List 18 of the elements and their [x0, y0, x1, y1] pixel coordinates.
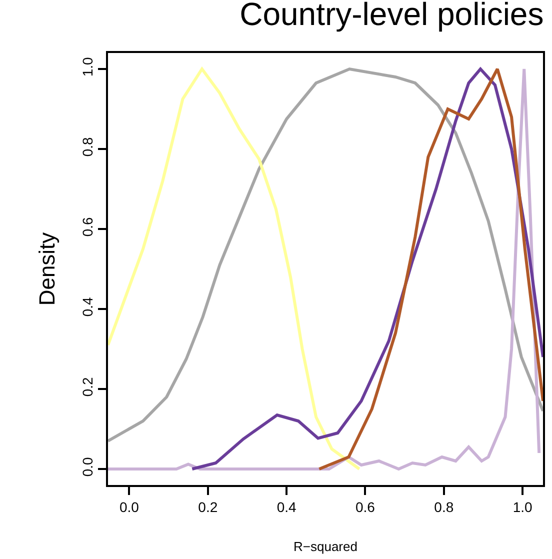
y-tick-label: 0.8 [79, 136, 96, 157]
x-tick-label: 0.8 [434, 498, 454, 515]
y-tick-label: 0.6 [79, 216, 96, 237]
x-tick-label: 0.2 [198, 498, 218, 515]
y-tick-label: 0.4 [79, 296, 96, 317]
line-series [318, 68, 543, 470]
y-tick-label: 0.0 [79, 456, 96, 477]
x-tick-label: 1.0 [512, 498, 532, 515]
x-tick-label: 0.4 [276, 498, 296, 515]
x-tick-label: 0.0 [120, 498, 140, 515]
y-tick-label: 1.0 [79, 56, 96, 77]
y-axis-title: Density [34, 232, 60, 306]
x-axis-title: R−squared [294, 538, 358, 554]
y-tick-label: 0.2 [79, 376, 96, 397]
chart-title: Country-level policies [240, 0, 544, 32]
line-series [108, 68, 361, 470]
x-tick-label: 0.6 [355, 498, 376, 515]
line-series [190, 68, 543, 470]
